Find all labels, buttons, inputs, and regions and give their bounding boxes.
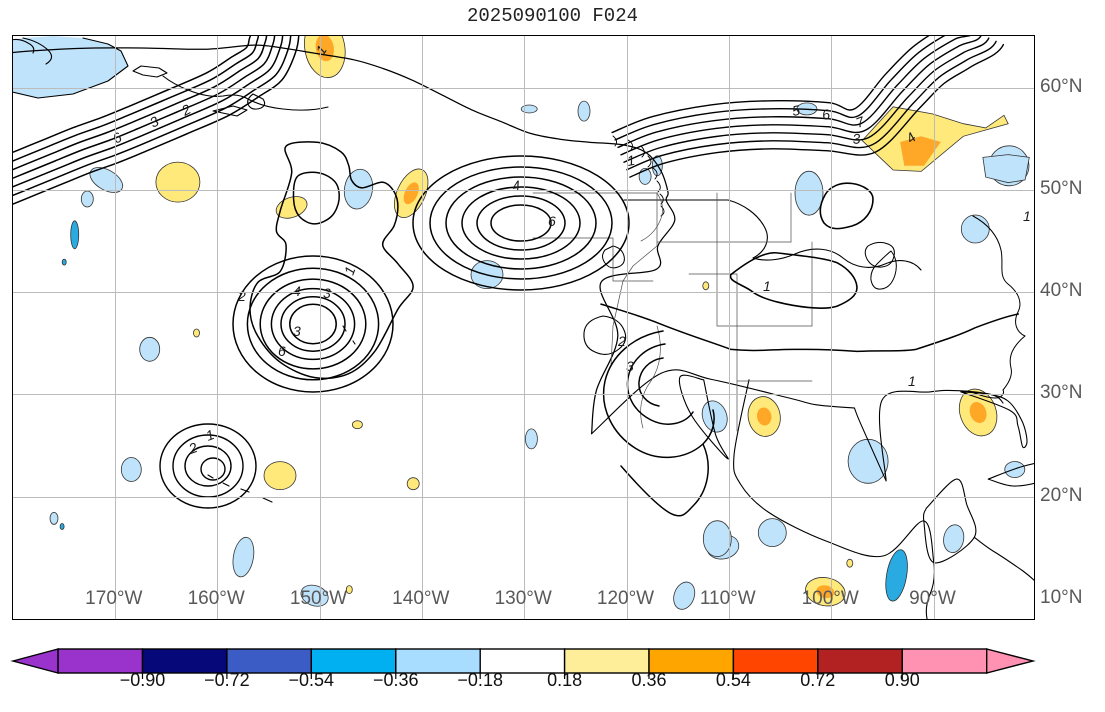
svg-text:2: 2 — [237, 288, 246, 304]
svg-text:7: 7 — [854, 113, 868, 131]
svg-text:1: 1 — [908, 373, 916, 389]
svg-text:6: 6 — [548, 213, 556, 229]
svg-text:4: 4 — [511, 177, 521, 194]
svg-text:6: 6 — [821, 106, 832, 123]
svg-text:3: 3 — [147, 113, 162, 131]
svg-text:3: 3 — [293, 323, 301, 339]
svg-text:4: 4 — [293, 283, 301, 299]
svg-text:1: 1 — [1023, 208, 1031, 224]
svg-text:2: 2 — [617, 333, 626, 349]
svg-text:6: 6 — [110, 129, 125, 147]
svg-text:3: 3 — [852, 130, 861, 147]
svg-text:6: 6 — [278, 343, 286, 359]
